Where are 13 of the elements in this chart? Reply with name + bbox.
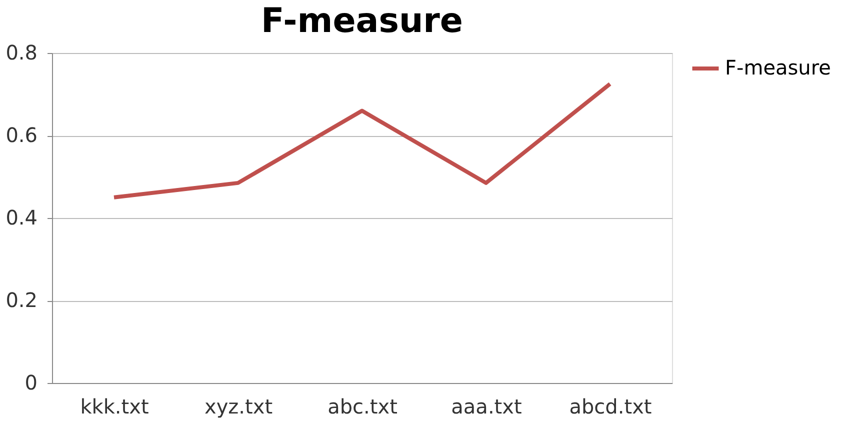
y-tick-label: 0 — [24, 370, 38, 394]
x-tick-label: abcd.txt — [569, 394, 652, 418]
y-tick-label: 0.8 — [6, 40, 38, 64]
x-tick-label: xyz.txt — [204, 394, 273, 418]
y-tick-label: 0.6 — [6, 123, 38, 147]
y-tick-label: 0.2 — [6, 288, 38, 312]
x-tick-label: abc.txt — [328, 394, 398, 418]
y-tick-label: 0.4 — [6, 206, 38, 230]
chart-title: F-measure — [261, 1, 463, 41]
line-series — [112, 82, 612, 200]
legend-label: F-measure — [725, 56, 831, 80]
x-tick-label: kkk.txt — [80, 394, 149, 418]
x-tick-label: aaa.txt — [451, 394, 522, 418]
